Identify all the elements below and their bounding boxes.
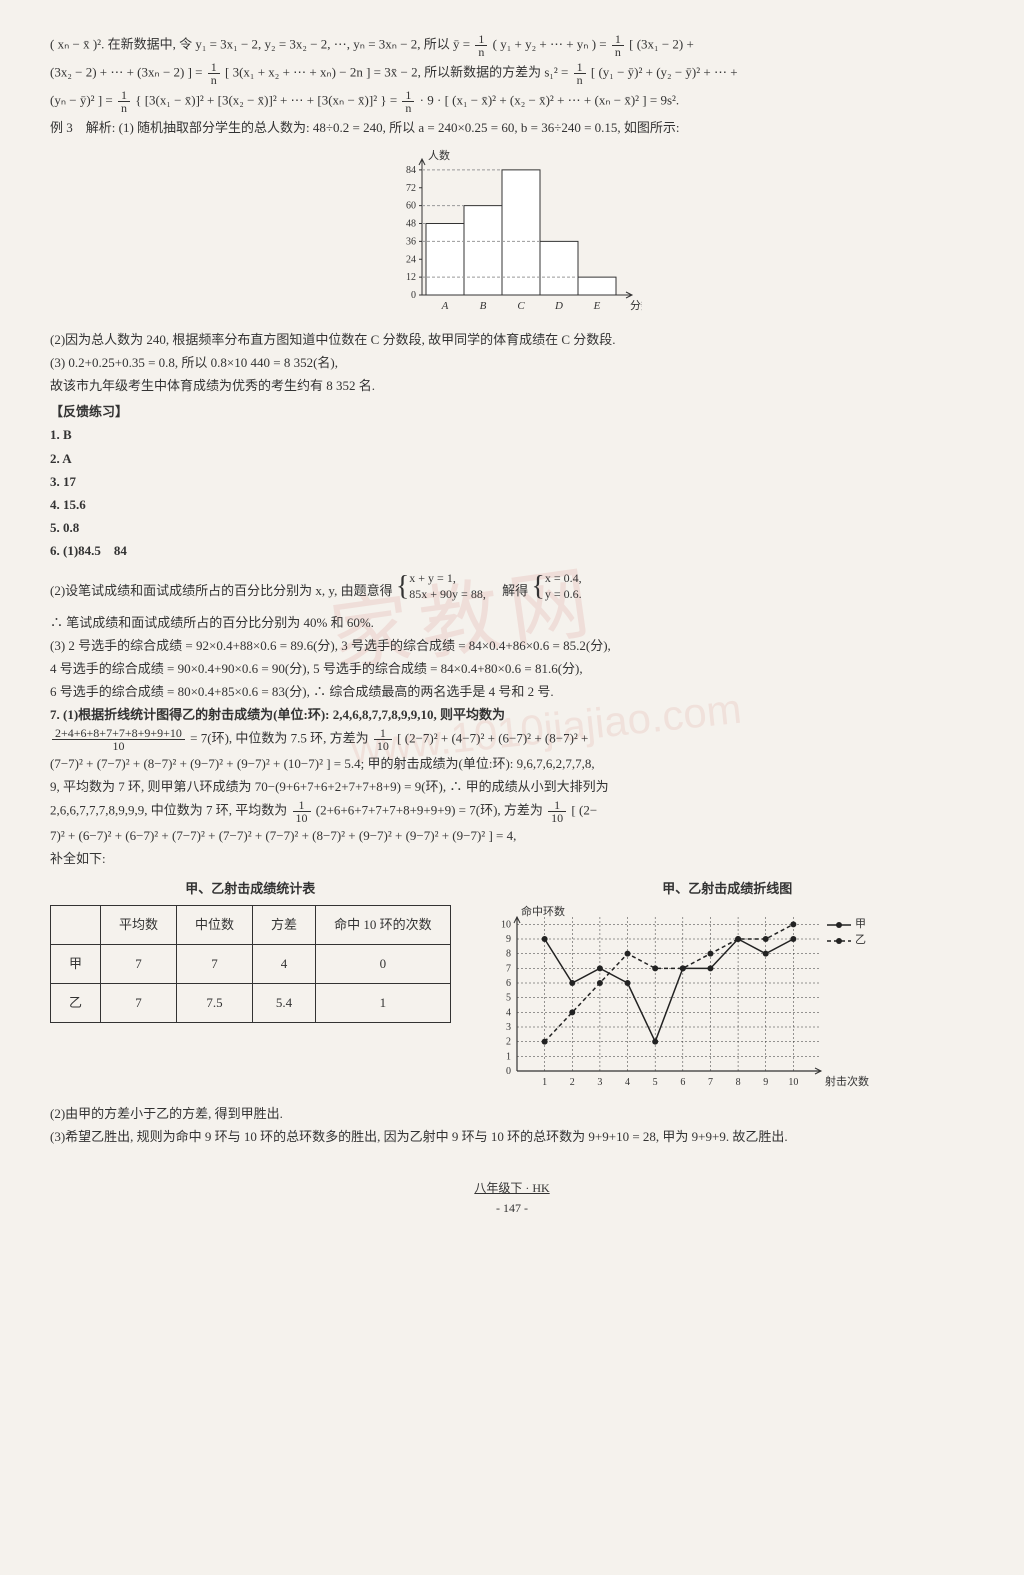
q6-2: (2)设笔试成绩和面试成绩所占的百分比分别为 x, y, 由题意得 { x + … [50,563,974,611]
example3-p2: (2)因为总人数为 240, 根据频率分布直方图知道中位数在 C 分数段, 故甲… [50,329,974,351]
svg-text:A: A [441,300,449,312]
example3-intro: 例 3 解析: (1) 随机抽取部分学生的总人数为: 48÷0.2 = 240,… [50,117,974,139]
q7-1j: 补全如下: [50,848,974,870]
q7-3: (3)希望乙胜出, 规则为命中 9 环与 10 环的总环数多的胜出, 因为乙射中… [50,1126,974,1148]
svg-text:射击次数: 射击次数 [825,1074,869,1088]
q7-1b: 2+4+6+8+7+7+8+9+9+1010 = 7(环), 中位数为 7.5 … [50,727,974,752]
table-row: 乙77.55.41 [51,983,451,1022]
svg-text:E: E [593,300,601,312]
q6-2b: ∴ 笔试成绩和面试成绩所占的百分比分别为 40% 和 60%. [50,612,974,634]
svg-text:乙: 乙 [855,933,866,946]
svg-text:2: 2 [506,1036,511,1047]
table-header: 中位数 [177,905,253,944]
svg-text:分数段: 分数段 [630,298,642,312]
svg-text:7: 7 [506,963,511,974]
table-row: 甲7740 [51,944,451,983]
q1: 1. B [50,424,974,446]
page-footer: 八年级下 · HK - 147 - [50,1178,974,1219]
q4: 4. 15.6 [50,494,974,516]
svg-text:8: 8 [735,1077,740,1088]
q7-1a: 7. (1)根据折线统计图得乙的射击成绩为(单位:环): 2,4,6,8,7,7… [50,704,974,726]
svg-text:5: 5 [506,992,511,1003]
q6-3a: (3) 2 号选手的综合成绩 = 92×0.4+88×0.6 = 89.6(分)… [50,635,974,657]
svg-text:48: 48 [406,219,416,230]
math-line-3: (yₙ − ȳ)² ] = 1n { [3(x₁ − x̄)]² + [3(x₂… [50,89,974,114]
svg-text:72: 72 [406,183,416,194]
svg-text:2: 2 [569,1077,574,1088]
svg-text:4: 4 [506,1007,511,1018]
footer-grade: 八年级下 · HK [474,1181,549,1195]
example3-p3b: 故该市九年级考生中体育成绩为优秀的考生约有 8 352 名. [50,375,974,397]
svg-text:0: 0 [411,290,416,301]
svg-text:6: 6 [680,1077,685,1088]
svg-text:6: 6 [506,978,511,989]
q3: 3. 17 [50,471,974,493]
svg-text:10: 10 [788,1077,798,1088]
math-line-2: (3x₂ − 2) + ⋯ + (3xₙ − 2) ] = 1n [ 3(x₁ … [50,61,974,86]
chart-title: 甲、乙射击成绩折线图 [481,878,974,900]
table-title: 甲、乙射击成绩统计表 [50,878,451,900]
svg-text:24: 24 [406,254,416,265]
svg-text:84: 84 [406,165,416,176]
q6-3c: 6 号选手的综合成绩 = 80×0.4+85×0.6 = 83(分), ∴ 综合… [50,681,974,703]
svg-text:12: 12 [406,272,416,283]
q7-1d: (7−7)² + (7−7)² + (8−7)² + (9−7)² + (9−7… [50,753,974,775]
svg-text:1: 1 [506,1051,511,1062]
table-header [51,905,101,944]
line-chart-wrap: 甲、乙射击成绩折线图 命中环数射击次数 1 2 3 4 5 6 7 8 9 10 0 1 2 3 4 5 6 7 8 9… [481,878,974,1101]
stats-table-wrap: 甲、乙射击成绩统计表 平均数中位数方差命中 10 环的次数甲7740乙77.55… [50,878,451,1022]
stats-table: 平均数中位数方差命中 10 环的次数甲7740乙77.55.41 [50,905,451,1023]
svg-text:甲: 甲 [855,918,866,930]
svg-text:0: 0 [506,1066,511,1077]
svg-text:5: 5 [652,1077,657,1088]
svg-text:36: 36 [406,236,416,247]
svg-text:D: D [554,300,563,312]
q7-1f: 2,6,6,7,7,7,8,9,9,9, 中位数为 7 环, 平均数为 110 … [50,799,974,824]
table-header: 方差 [253,905,316,944]
q2: 2. A [50,448,974,470]
svg-text:命中环数: 命中环数 [521,905,565,918]
footer-page: - 147 - [496,1201,528,1215]
svg-text:C: C [517,300,525,312]
svg-text:60: 60 [406,201,416,212]
feedback-title: 【反馈练习】 [50,401,974,423]
table-header: 命中 10 环的次数 [316,905,451,944]
table-header: 平均数 [101,905,177,944]
svg-text:4: 4 [625,1077,630,1088]
q7-2: (2)由甲的方差小于乙的方差, 得到甲胜出. [50,1103,974,1125]
q7-1i: 7)² + (6−7)² + (6−7)² + (7−7)² + (7−7)² … [50,825,974,847]
svg-text:B: B [480,300,487,312]
svg-text:7: 7 [708,1077,713,1088]
svg-text:8: 8 [506,948,511,959]
math-line-1: ( xₙ − x̄ )². 在新数据中, 令 y₁ = 3x₁ − 2, y₂ … [50,33,974,58]
line-chart: 命中环数射击次数 1 2 3 4 5 6 7 8 9 10 0 1 2 3 4 5 6 7 8 9 10 甲乙 [481,905,881,1095]
svg-text:9: 9 [763,1077,768,1088]
q6-1: 6. (1)84.5 84 [50,540,974,562]
example3-p3a: (3) 0.2+0.25+0.35 = 0.8, 所以 0.8×10 440 =… [50,352,974,374]
svg-text:人数: 人数 [428,149,450,162]
histogram-chart: 人数 0 12 24 36 48 60 72 84 A B C D E 分数段 [382,149,642,319]
q5: 5. 0.8 [50,517,974,539]
q6-3b: 4 号选手的综合成绩 = 90×0.4+90×0.6 = 90(分), 5 号选… [50,658,974,680]
svg-text:3: 3 [506,1022,511,1033]
svg-text:1: 1 [542,1077,547,1088]
svg-text:9: 9 [506,934,511,945]
svg-text:3: 3 [597,1077,602,1088]
svg-text:10: 10 [501,919,511,930]
q7-1e: 9, 平均数为 7 环, 则甲第八环成绩为 70−(9+6+7+6+2+7+7+… [50,776,974,798]
